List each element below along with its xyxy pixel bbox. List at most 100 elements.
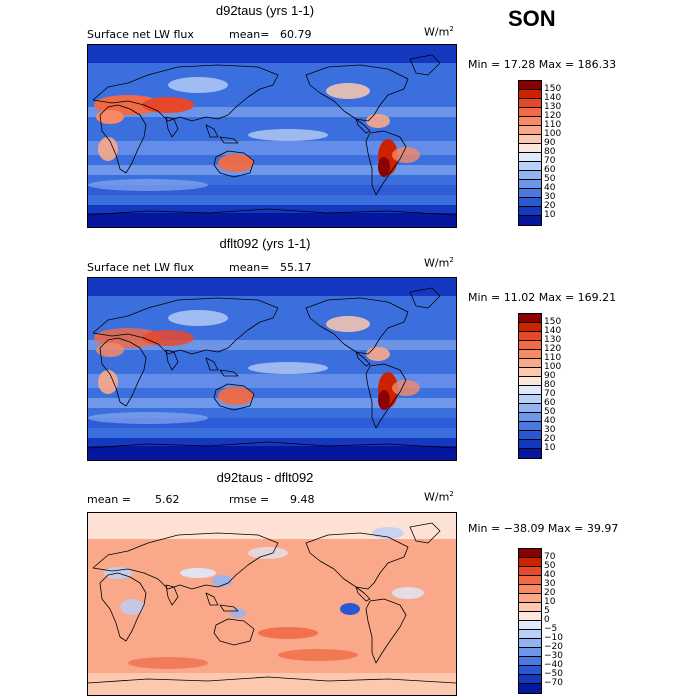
colorbar-cell — [519, 413, 541, 422]
colorbar-tick-label: 10 — [544, 210, 556, 220]
colorbar-tick-label: 80 — [544, 380, 556, 390]
panel3-map — [87, 512, 457, 696]
colorbar-cell — [519, 359, 541, 368]
panel1-title: d92taus (yrs 1-1) — [215, 3, 315, 18]
colorbar-cell — [519, 612, 541, 621]
panel3-title: d92taus - dflt092 — [216, 470, 314, 485]
panel2-colorbar — [518, 313, 542, 459]
colorbar-cell — [519, 207, 541, 216]
colorbar-tick-label: 150 — [544, 84, 562, 94]
panel1-minmax: Min = 17.28 Max = 186.33 — [468, 58, 617, 71]
colorbar-cell — [519, 162, 541, 171]
colorbar-tick-label: 70 — [544, 156, 556, 166]
colorbar-tick-label: 20 — [544, 588, 556, 598]
colorbar-cell — [519, 99, 541, 108]
colorbar-tick-label: 120 — [544, 111, 562, 121]
colorbar-cell — [519, 90, 541, 99]
colorbar-cell — [519, 108, 541, 117]
colorbar-tick-label: 30 — [544, 579, 556, 589]
panel2-minmax: Min = 11.02 Max = 169.21 — [468, 291, 617, 304]
colorbar-cell — [519, 117, 541, 126]
panel2-map — [87, 277, 457, 461]
colorbar-cell — [519, 558, 541, 567]
colorbar-cell — [519, 377, 541, 386]
colorbar-tick-label: 30 — [544, 192, 556, 202]
colorbar-tick-label: −20 — [544, 642, 563, 652]
colorbar-tick-label: 40 — [544, 416, 556, 426]
colorbar-cell — [519, 332, 541, 341]
panel3-rmse-value: 9.48 — [290, 493, 315, 506]
colorbar-tick-label: 50 — [544, 561, 556, 571]
colorbar-tick-label: −40 — [544, 660, 563, 670]
colorbar-cell — [519, 198, 541, 207]
panel1-mean-value: 60.79 — [280, 28, 312, 41]
colorbar-tick-label: −5 — [544, 624, 558, 634]
colorbar-tick-label: 100 — [544, 362, 562, 372]
colorbar-cell — [519, 594, 541, 603]
colorbar-tick-label: −10 — [544, 633, 563, 643]
panel3-rmse-label: rmse = — [229, 493, 270, 506]
colorbar-cell — [519, 440, 541, 449]
colorbar-cell — [519, 648, 541, 657]
colorbar-tick-label: 50 — [544, 407, 556, 417]
colorbar-cell — [519, 350, 541, 359]
colorbar-tick-label: 40 — [544, 183, 556, 193]
colorbar-tick-label: 20 — [544, 201, 556, 211]
panel1-colorbar — [518, 80, 542, 226]
colorbar-tick-label: 70 — [544, 389, 556, 399]
colorbar-tick-label: 10 — [544, 597, 556, 607]
colorbar-tick-label: 80 — [544, 147, 556, 157]
panel1-units: W/m2 — [424, 25, 454, 39]
colorbar-tick-label: 100 — [544, 129, 562, 139]
colorbar-cell — [519, 180, 541, 189]
colorbar-cell — [519, 576, 541, 585]
colorbar-tick-label: −50 — [544, 669, 563, 679]
colorbar-cell — [519, 386, 541, 395]
colorbar-tick-label: 60 — [544, 398, 556, 408]
colorbar-cell — [519, 666, 541, 675]
colorbar-tick-label: 10 — [544, 443, 556, 453]
colorbar-cell — [519, 135, 541, 144]
colorbar-cell — [519, 404, 541, 413]
colorbar-cell — [519, 81, 541, 90]
colorbar-tick-label: 140 — [544, 93, 562, 103]
colorbar-tick-label: 70 — [544, 552, 556, 562]
colorbar-cell — [519, 675, 541, 684]
colorbar-cell — [519, 585, 541, 594]
colorbar-cell — [519, 395, 541, 404]
colorbar-tick-label: 140 — [544, 326, 562, 336]
colorbar-cell — [519, 567, 541, 576]
colorbar-cell — [519, 323, 541, 332]
colorbar-tick-label: 90 — [544, 138, 556, 148]
colorbar-tick-label: 30 — [544, 425, 556, 435]
colorbar-cell — [519, 341, 541, 350]
colorbar-tick-label: 50 — [544, 174, 556, 184]
colorbar-cell — [519, 216, 541, 225]
colorbar-cell — [519, 189, 541, 198]
colorbar-cell — [519, 153, 541, 162]
panel2-title: dflt092 (yrs 1-1) — [219, 236, 311, 251]
panel3-mean-label: mean = — [87, 493, 131, 506]
colorbar-tick-label: 150 — [544, 317, 562, 327]
panel1-mean-label: mean= — [229, 28, 270, 41]
colorbar-cell — [519, 171, 541, 180]
colorbar-tick-label: 60 — [544, 165, 556, 175]
panel3-colorbar — [518, 548, 542, 694]
panel2-variable: Surface net LW flux — [87, 261, 194, 274]
colorbar-cell — [519, 639, 541, 648]
colorbar-cell — [519, 144, 541, 153]
colorbar-cell — [519, 431, 541, 440]
colorbar-tick-label: 0 — [544, 615, 550, 625]
colorbar-tick-label: 20 — [544, 434, 556, 444]
colorbar-cell — [519, 422, 541, 431]
colorbar-tick-label: 40 — [544, 570, 556, 580]
panel1-map — [87, 44, 457, 228]
colorbar-tick-label: 90 — [544, 371, 556, 381]
colorbar-cell — [519, 603, 541, 612]
panel2-units: W/m2 — [424, 256, 454, 270]
colorbar-tick-label: 110 — [544, 120, 562, 130]
colorbar-tick-label: 120 — [544, 344, 562, 354]
panel1-variable: Surface net LW flux — [87, 28, 194, 41]
colorbar-tick-label: −70 — [544, 678, 563, 688]
colorbar-cell — [519, 314, 541, 323]
